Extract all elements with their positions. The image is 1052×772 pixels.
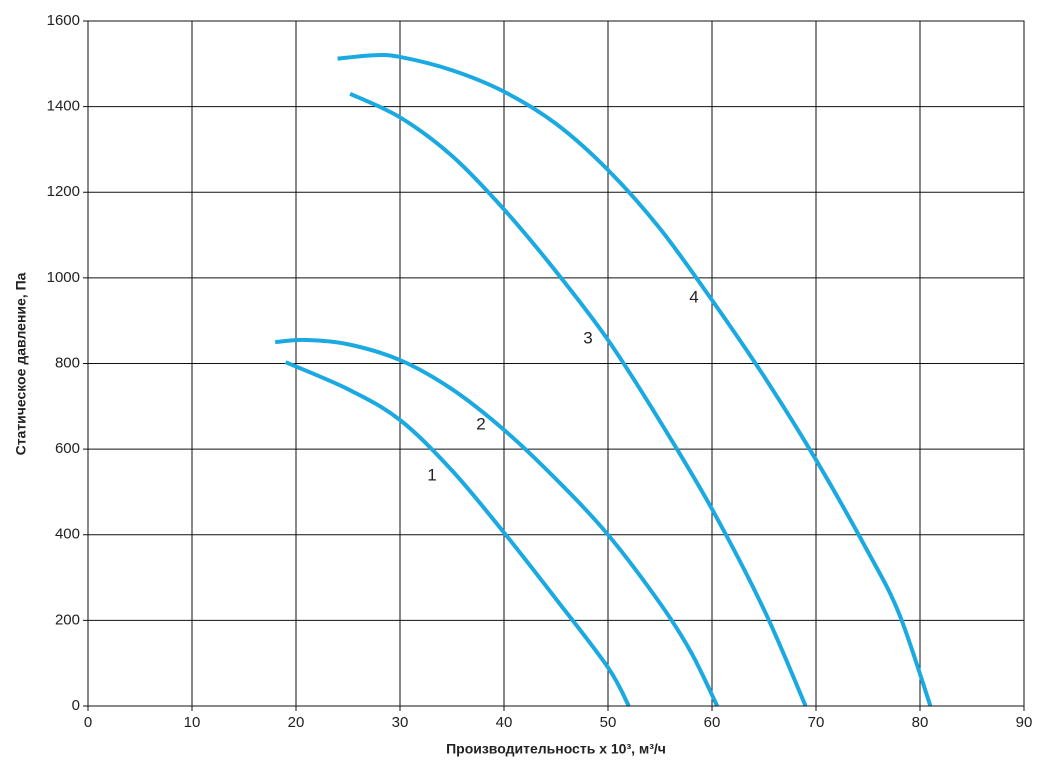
curve-label: 4 [689, 287, 698, 306]
curve-label: 1 [427, 465, 436, 484]
x-tick-label: 70 [808, 714, 825, 731]
x-axis-label: Производительность x 10³, м³/ч [446, 741, 666, 757]
x-tick-label: 50 [600, 714, 617, 731]
curve [337, 53, 933, 707]
x-tick-label: 30 [392, 714, 409, 731]
curve [275, 337, 719, 707]
curve-label: 2 [476, 414, 485, 433]
curve [349, 91, 808, 707]
y-tick-label: 400 [55, 526, 80, 543]
y-tick-label: 200 [55, 611, 80, 628]
curve-label: 3 [583, 328, 592, 347]
x-tick-label: 60 [704, 714, 721, 731]
y-tick-label: 600 [55, 440, 80, 457]
y-tick-label: 1600 [47, 12, 80, 29]
x-tick-label: 0 [84, 714, 92, 731]
y-tick-label: 1200 [47, 183, 80, 200]
y-tick-label: 0 [72, 697, 80, 714]
x-tick-label: 80 [912, 714, 929, 731]
y-tick-label: 800 [55, 354, 80, 371]
y-tick-label: 1000 [47, 269, 80, 286]
x-tick-label: 20 [288, 714, 305, 731]
x-tick-label: 10 [184, 714, 201, 731]
y-axis-label: Статическое давление, Па [13, 272, 29, 455]
y-tick-label: 1400 [47, 98, 80, 115]
curve [284, 360, 631, 707]
x-tick-label: 90 [1016, 714, 1033, 731]
x-tick-label: 40 [496, 714, 513, 731]
plot-frame [87, 20, 1025, 707]
